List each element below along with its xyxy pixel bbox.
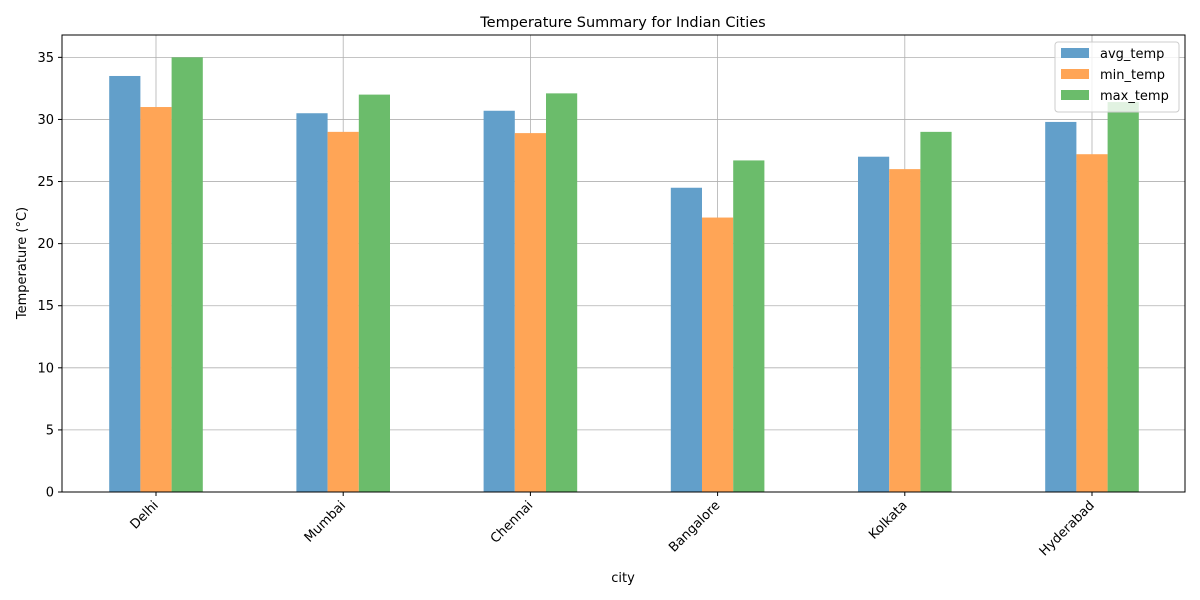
bars	[109, 57, 1139, 493]
bar-max_temp-chennai	[546, 93, 578, 492]
bar-max_temp-delhi	[171, 57, 203, 492]
legend: avg_temp min_temp max_temp	[1054, 41, 1180, 113]
bar-max_temp-kolkata	[920, 131, 952, 492]
bar-avg_temp-mumbai	[296, 113, 328, 492]
chart-title: Temperature Summary for Indian Cities	[479, 15, 765, 31]
x-axis-label: city	[611, 571, 635, 586]
bar-min_temp-delhi	[140, 107, 172, 493]
bar-max_temp-hyderabad	[1107, 102, 1139, 492]
bar-min_temp-bangalore	[702, 217, 734, 492]
y-tick-label: 20	[37, 237, 54, 252]
y-axis-label: Temperature (°C)	[15, 207, 30, 320]
legend-label-avg_temp: avg_temp	[1100, 47, 1164, 62]
y-tick-label: 0	[46, 486, 54, 501]
y-tick-label: 35	[37, 51, 54, 66]
y-tick-label: 5	[46, 423, 54, 438]
legend-swatch-avg_temp	[1061, 48, 1089, 58]
bar-max_temp-bangalore	[733, 160, 765, 492]
y-axis-ticks: 0 5 10 15 20 25 30 35	[37, 51, 62, 501]
plot-frame	[61, 34, 1186, 493]
bar-min_temp-chennai	[514, 133, 546, 493]
bar-min_temp-hyderabad	[1076, 154, 1108, 492]
y-tick-label: 10	[37, 361, 54, 376]
bar-min_temp-mumbai	[327, 131, 359, 492]
bar-avg_temp-delhi	[109, 75, 141, 492]
bar-min_temp-kolkata	[889, 169, 921, 492]
bar-avg_temp-bangalore	[670, 187, 702, 492]
y-tick-label: 25	[37, 175, 54, 190]
y-tick-label: 30	[37, 113, 54, 128]
bar-max_temp-mumbai	[358, 94, 390, 492]
bar-avg_temp-chennai	[483, 110, 515, 492]
bar-avg_temp-kolkata	[858, 156, 890, 492]
legend-label-max_temp: max_temp	[1100, 89, 1169, 104]
y-tick-label: 15	[37, 299, 54, 314]
legend-swatch-min_temp	[1061, 69, 1089, 79]
legend-label-min_temp: min_temp	[1100, 68, 1165, 83]
bar-avg_temp-hyderabad	[1045, 121, 1077, 492]
legend-swatch-max_temp	[1061, 90, 1089, 100]
